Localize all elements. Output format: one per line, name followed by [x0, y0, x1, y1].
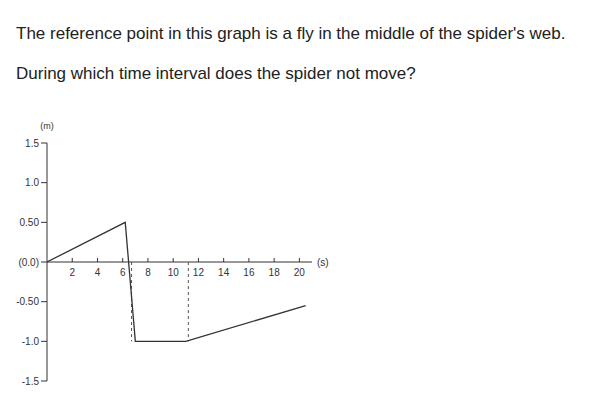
svg-text:6: 6 [120, 267, 126, 278]
svg-text:10: 10 [168, 267, 180, 278]
svg-text:16: 16 [243, 267, 255, 278]
svg-text:20: 20 [294, 267, 306, 278]
svg-text:14: 14 [218, 267, 230, 278]
svg-text:(s): (s) [317, 257, 329, 268]
svg-text:4: 4 [95, 267, 101, 278]
svg-text:0.50: 0.50 [20, 217, 40, 228]
svg-text:(m): (m) [40, 121, 54, 131]
svg-text:8: 8 [145, 267, 151, 278]
svg-text:2: 2 [69, 267, 75, 278]
svg-text:12: 12 [193, 267, 205, 278]
html-text:The reference point in this gr: The reference point in this graph is a f… [16, 24, 566, 43]
svg-text:1.5: 1.5 [25, 138, 39, 149]
html-text:During which time interval doe: During which time interval does the spid… [16, 64, 416, 83]
svg-text:-1.0: -1.0 [22, 336, 40, 347]
svg-text:(0.0): (0.0) [18, 257, 39, 268]
svg-text:-1.5: -1.5 [22, 376, 40, 387]
svg-text:-0.50: -0.50 [16, 296, 39, 307]
svg-text:18: 18 [269, 267, 281, 278]
svg-text:1.0: 1.0 [25, 177, 39, 188]
